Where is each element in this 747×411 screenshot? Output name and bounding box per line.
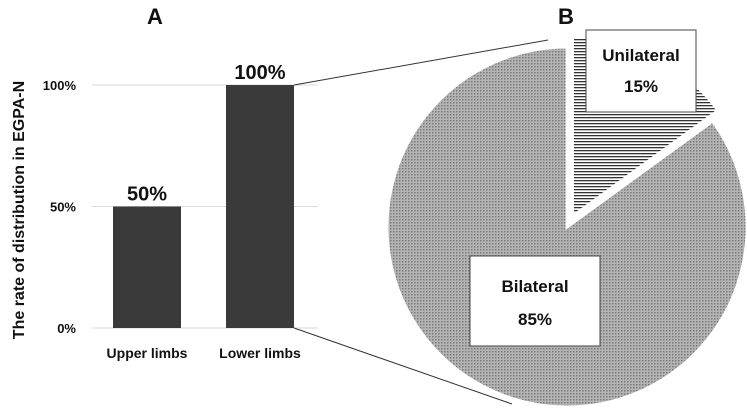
unilateral-label: Unilateral — [602, 46, 679, 65]
category-labels: Upper limbs Lower limbs — [107, 345, 302, 361]
connector-line-top — [293, 39, 549, 86]
bilateral-label: Bilateral — [501, 277, 568, 296]
panel-label-a: A — [147, 4, 163, 29]
y-tick-labels: 0% 50% 100% — [43, 78, 77, 336]
bars — [113, 85, 294, 328]
bilateral-value: 85% — [518, 310, 552, 329]
connector-line-bottom — [293, 327, 513, 405]
category-label: Lower limbs — [219, 345, 301, 361]
bar-data-labels: 50% 100% — [127, 62, 286, 206]
y-tick-label: 0% — [57, 321, 76, 336]
bilateral-label-box — [469, 255, 601, 347]
y-tick-label: 50% — [50, 200, 76, 215]
y-tick-label: 100% — [43, 78, 77, 93]
bar — [113, 206, 181, 328]
bar-data-label: 100% — [234, 62, 285, 84]
unilateral-value: 15% — [624, 77, 658, 96]
bar — [226, 85, 294, 328]
panel-label-b: B — [558, 4, 574, 29]
unilateral-label-box — [585, 29, 697, 113]
bar-data-label: 50% — [127, 184, 167, 206]
y-axis-label: The rate of distribution in EGPA-N — [11, 81, 28, 339]
category-label: Upper limbs — [107, 345, 188, 361]
